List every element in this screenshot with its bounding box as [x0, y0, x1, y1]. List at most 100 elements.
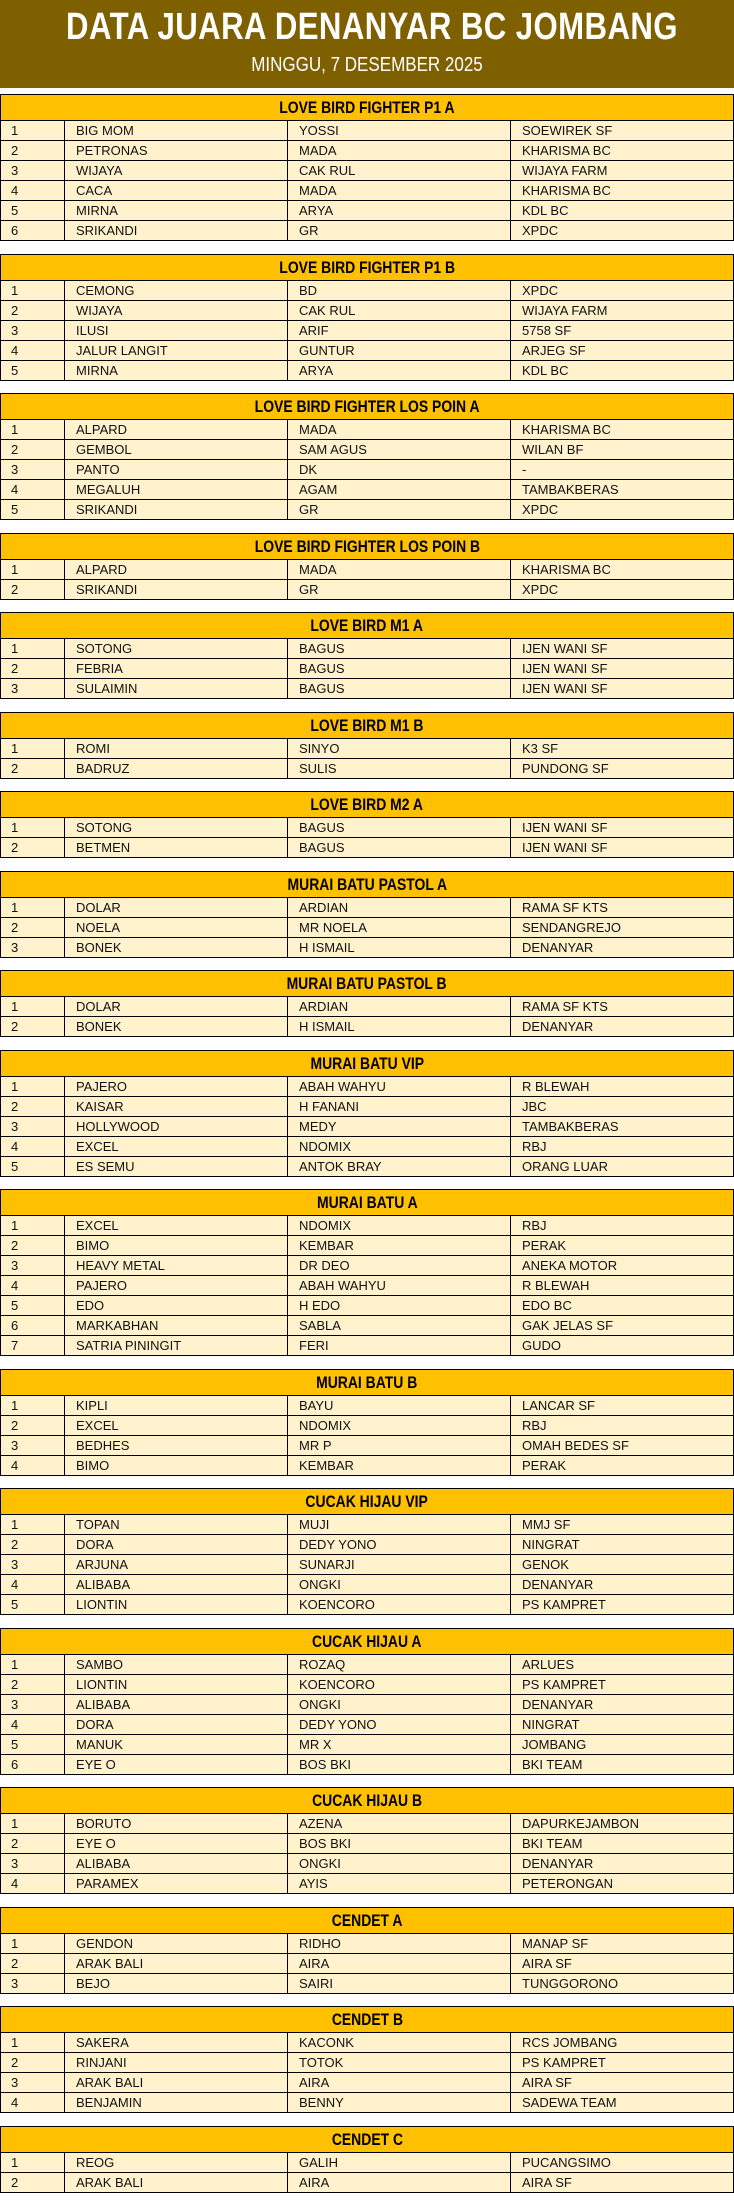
team-cell: DENANYAR — [522, 1696, 594, 1712]
team-cell: SOEWIREK SF — [522, 123, 613, 138]
owner-cell: H ISMAIL — [288, 1017, 511, 1036]
bird-name-cell: MANUK — [65, 1734, 288, 1754]
class-table: LOVE BIRD FIGHTER LOS POIN B 1 ALPARD MADA K… — [0, 532, 734, 600]
bird-name-cell: ALPARD — [65, 420, 288, 439]
owner-cell: KACONK — [288, 2033, 511, 2052]
rank-cell: 4 — [1, 2093, 65, 2112]
table-row: 1 ALPARD MADA KHARISMA BC — [1, 420, 733, 440]
table-row: 3 ARJUNA SUNARJI GENOK — [1, 1555, 733, 1575]
rank-cell: 4 — [1, 340, 65, 360]
table-row: 1 PAJERO ABAH WAHYU R BLEWAH — [1, 1076, 733, 1097]
team-cell: RBJ — [522, 1218, 547, 1233]
team-cell: AIRA SF — [522, 2075, 572, 2090]
rank-cell: 2 — [1, 141, 65, 160]
owner-cell: BENNY — [288, 2093, 511, 2112]
bird-name-cell: EXCEL — [65, 1415, 288, 1435]
owner-cell: SUNARJI — [288, 1555, 511, 1574]
table-row: 5 ES SEMU ANTOK BRAY ORANG LUAR — [1, 1156, 733, 1177]
class-title-text: CUCAK HIJAU B — [312, 1791, 422, 1810]
team-cell: ARJEG SF — [522, 342, 586, 358]
table-row: 4 PARAMEX AYIS PETERONGAN — [1, 1874, 733, 1894]
table-row: 3 HEAVY METAL DR DEO ANEKA MOTOR — [1, 1256, 733, 1276]
bird-name-cell: ARJUNA — [65, 1555, 288, 1574]
owner-cell: BAGUS — [288, 659, 511, 678]
owner-cell: FERI — [288, 1336, 511, 1355]
bird-name-cell: TOPAN — [65, 1515, 288, 1534]
rank-cell: 5 — [1, 1296, 65, 1315]
owner-cell: GR — [288, 579, 511, 599]
rank-cell: 3 — [1, 1973, 65, 1993]
bird-name-cell: KIPLI — [65, 1395, 288, 1415]
owner-cell: ROZAQ — [288, 1654, 511, 1674]
bird-name-cell: SATRIA PININGIT — [65, 1336, 288, 1355]
table-row: 6 MARKABHAN SABLA GAK JELAS SF — [1, 1316, 733, 1336]
owner-cell: NDOMIX — [288, 1216, 511, 1235]
class-title: MURAI BATU PASTOL B — [1, 971, 733, 997]
team-cell: EDO BC — [522, 1298, 572, 1313]
table-row: 5 EDO H EDO EDO BC — [1, 1296, 733, 1316]
table-row: 1 GENDON RIDHO MANAP SF — [1, 1933, 733, 1954]
table-row: 2 KAISAR H FANANI JBC — [1, 1096, 733, 1117]
class-title-text: CUCAK HIJAU A — [312, 1631, 422, 1651]
owner-cell: BAGUS — [288, 639, 511, 658]
bird-name-cell: PAJERO — [65, 1076, 288, 1096]
team-cell: LANCAR SF — [522, 1397, 595, 1413]
class-title: MURAI BATU B — [1, 1369, 733, 1396]
team-cell: PUNDONG SF — [522, 760, 609, 776]
team-cell: ORANG LUAR — [522, 1158, 608, 1174]
class-title: LOVE BIRD FIGHTER LOS POIN B — [1, 533, 733, 560]
rank-cell: 1 — [1, 897, 65, 917]
table-row: 3 ALIBABA ONGKI DENANYAR — [1, 1854, 733, 1874]
class-table: MURAI BATU A 1 EXCEL NDOMIX RBJ 2 BIMO KEMBAR PE… — [0, 1189, 734, 1356]
rank-cell: 4 — [1, 1714, 65, 1734]
bird-name-cell: ALIBABA — [65, 1854, 288, 1873]
owner-cell: SAIRI — [288, 1973, 511, 1993]
owner-cell: BAGUS — [288, 679, 511, 698]
class-title-text: LOVE BIRD FIGHTER LOS POIN B — [254, 536, 480, 556]
class-title: MURAI BATU A — [1, 1190, 733, 1216]
rank-cell: 3 — [1, 320, 65, 340]
owner-cell: ARYA — [288, 360, 511, 380]
bird-name-cell: SRIKANDI — [65, 221, 288, 240]
rank-cell: 2 — [1, 758, 65, 778]
table-row: 1 TOPAN MUJI MMJ SF — [1, 1515, 733, 1535]
class-title: LOVE BIRD FIGHTER P1 B — [1, 254, 733, 281]
bird-name-cell: KAISAR — [65, 1096, 288, 1116]
bird-name-cell: ROMI — [65, 738, 288, 758]
owner-cell: ANTOK BRAY — [288, 1156, 511, 1176]
table-row: 3 BEJO SAIRI TUNGGORONO — [1, 1973, 733, 1994]
owner-cell: MADA — [288, 181, 511, 200]
class-table: LOVE BIRD FIGHTER P1 B 1 CEMONG BD XPDC 2 WIJA… — [0, 253, 734, 381]
rank-cell: 2 — [1, 2053, 65, 2072]
rank-cell: 1 — [1, 1216, 65, 1235]
team-cell: RAMA SF KTS — [522, 999, 608, 1014]
bird-name-cell: EYE O — [65, 1834, 288, 1853]
bird-name-cell: BIMO — [65, 1236, 288, 1255]
rank-cell: 5 — [1, 1734, 65, 1754]
table-row: 6 SRIKANDI GR XPDC — [1, 221, 733, 241]
rank-cell: 3 — [1, 2073, 65, 2092]
owner-cell: ONGKI — [288, 1694, 511, 1714]
bird-name-cell: DOLAR — [65, 997, 288, 1016]
rank-cell: 4 — [1, 1276, 65, 1295]
owner-cell: GUNTUR — [288, 340, 511, 360]
table-row: 3 HOLLYWOOD MEDY TAMBAKBERAS — [1, 1116, 733, 1137]
team-cell: PS KAMPRET — [522, 2055, 606, 2070]
owner-cell: H FANANI — [288, 1096, 511, 1116]
table-row: 1 DOLAR ARDIAN RAMA SF KTS — [1, 997, 733, 1017]
rank-cell: 2 — [1, 300, 65, 320]
bird-name-cell: SRIKANDI — [65, 579, 288, 599]
team-cell: WIJAYA FARM — [522, 302, 608, 318]
owner-cell: DK — [288, 460, 511, 479]
table-row: 4 PAJERO ABAH WAHYU R BLEWAH — [1, 1276, 733, 1296]
table-row: 1 EXCEL NDOMIX RBJ — [1, 1216, 733, 1236]
class-table: LOVE BIRD FIGHTER P1 A 1 BIG MOM YOSSI SOEWI… — [0, 94, 734, 241]
owner-cell: CAK RUL — [288, 300, 511, 320]
owner-cell: SABLA — [288, 1316, 511, 1335]
bird-name-cell: ALIBABA — [65, 1694, 288, 1714]
class-title-text: LOVE BIRD FIGHTER LOS POIN A — [254, 397, 480, 416]
rank-cell: 1 — [1, 1933, 65, 1953]
owner-cell: DEDY YONO — [288, 1535, 511, 1554]
class-title-text: LOVE BIRD M2 A — [310, 795, 424, 814]
bird-name-cell: BEJO — [65, 1973, 288, 1993]
